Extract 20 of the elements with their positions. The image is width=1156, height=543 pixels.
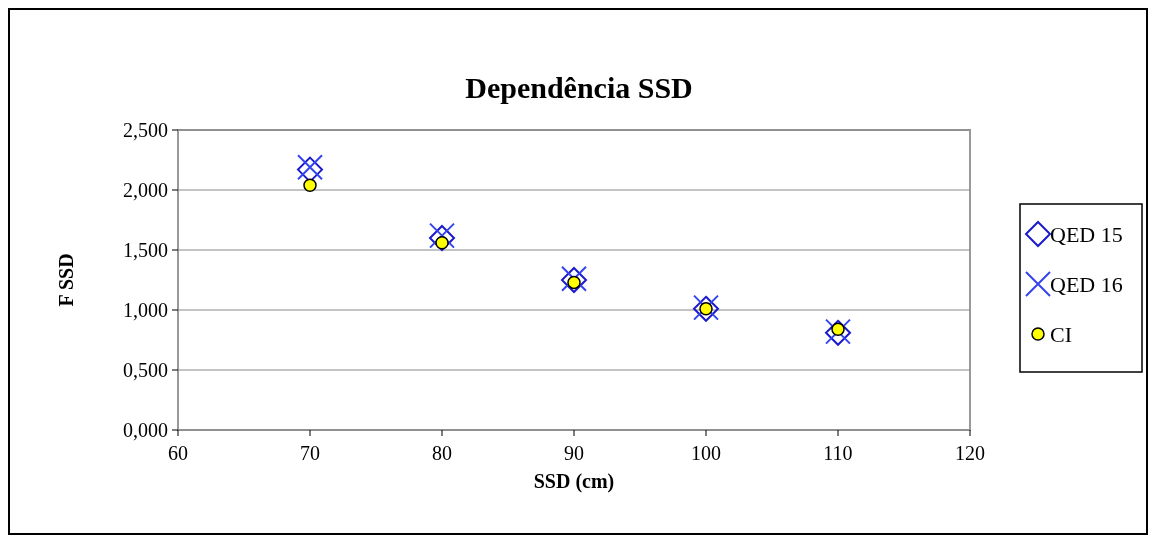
y-tick-label: 1,000: [123, 299, 168, 321]
x-tick-label: 60: [168, 442, 188, 464]
x-tick-label: 110: [823, 442, 853, 464]
x-axis-title: SSD (cm): [533, 470, 615, 493]
legend-label: CI: [1050, 321, 1072, 347]
x-tick-label: 90: [564, 442, 584, 464]
x-tick-label: 120: [955, 442, 985, 464]
legend-label: QED 16: [1050, 271, 1123, 297]
x-tick-label: 100: [691, 442, 721, 464]
x-tick-label: 70: [300, 442, 320, 464]
x-tick-label: 80: [432, 442, 452, 464]
y-tick-label: 0,000: [123, 419, 168, 441]
y-tick-label: 0,500: [123, 359, 168, 381]
chart-title: Dependência SSD: [465, 71, 693, 104]
y-tick-label: 2,500: [123, 119, 168, 141]
legend-label: QED 15: [1050, 221, 1123, 247]
point: [303, 178, 317, 192]
y-tick-label: 2,000: [123, 179, 168, 201]
y-tick-label: 1,500: [123, 239, 168, 261]
y-axis-title: F SSD: [55, 253, 77, 307]
